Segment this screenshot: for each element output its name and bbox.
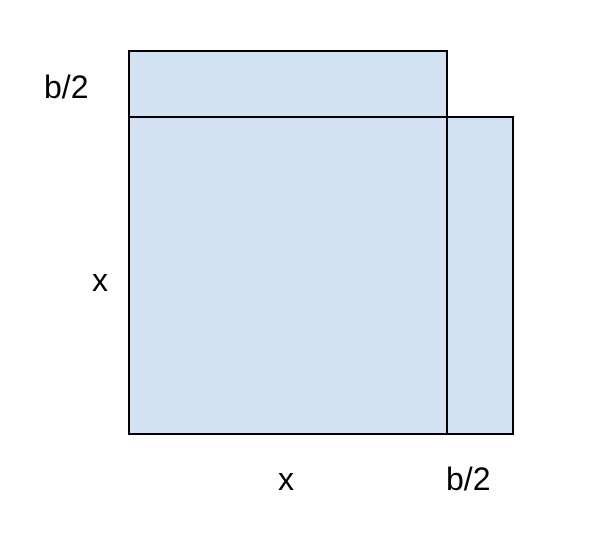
square-width-label: x	[278, 461, 294, 497]
right-strip-rectangle	[446, 116, 514, 435]
main-square	[128, 116, 448, 435]
top-strip-height-label: b/2	[44, 69, 88, 105]
right-strip-width-label: b/2	[446, 461, 490, 497]
top-strip-rectangle	[128, 50, 448, 118]
square-height-label: x	[92, 262, 108, 298]
